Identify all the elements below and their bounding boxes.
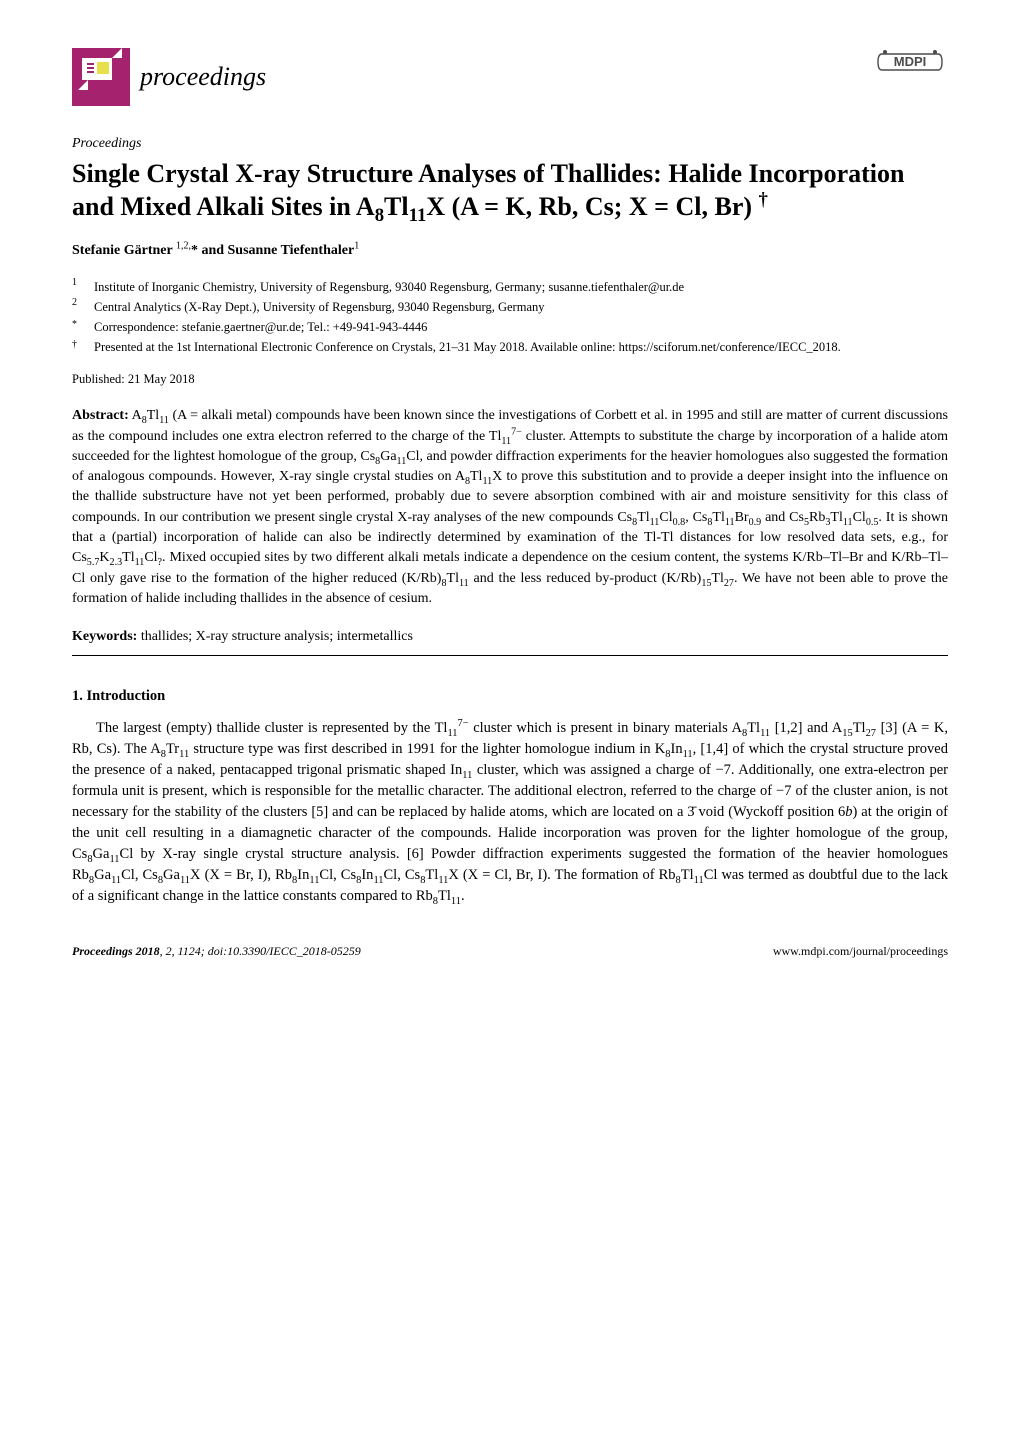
mdpi-text: MDPI [894,54,927,69]
author-list: Stefanie Gärtner 1,2,* and Susanne Tiefe… [72,241,948,261]
page-header: proceedings MDPI [72,48,948,106]
affil-text: Central Analytics (X-Ray Dept.), Univers… [94,298,948,316]
abstract-text: A8Tl11 (A = alkali metal) compounds have… [72,408,948,606]
abstract-block: Abstract: A8Tl11 (A = alkali metal) comp… [72,406,948,609]
keywords-label: Keywords: [72,629,137,644]
affiliation-row: * Correspondence: stefanie.gaertner@ur.d… [72,318,948,336]
body-paragraph: The largest (empty) thallide cluster is … [72,718,948,907]
affil-text: Institute of Inorganic Chemistry, Univer… [94,278,948,296]
proceedings-wordmark: proceedings [140,58,266,96]
affiliation-row: † Presented at the 1st International Ele… [72,338,948,356]
affiliation-row: 2 Central Analytics (X-Ray Dept.), Unive… [72,298,948,316]
footer-volpage: , 2, 1124; doi:10.3390/IECC_2018-05259 [160,944,361,958]
affil-marker: † [72,338,86,356]
footer-journal: Proceedings [72,944,133,958]
affil-text: Correspondence: stefanie.gaertner@ur.de;… [94,318,948,336]
article-title: Single Crystal X-ray Structure Analyses … [72,158,948,223]
affiliations-block: 1 Institute of Inorganic Chemistry, Univ… [72,278,948,357]
proceedings-logo-icon [72,48,130,106]
footer-year: 2018 [136,944,160,958]
divider-rule [72,655,948,656]
affil-marker: 2 [72,296,86,314]
keywords-block: Keywords: thallides; X-ray structure ana… [72,627,948,647]
article-type: Proceedings [72,134,948,154]
footer-url: www.mdpi.com/journal/proceedings [773,943,948,960]
affiliation-row: 1 Institute of Inorganic Chemistry, Univ… [72,278,948,296]
keywords-text: thallides; X-ray structure analysis; int… [141,629,413,644]
footer-citation: Proceedings 2018, 2, 1124; doi:10.3390/I… [72,943,361,960]
page-footer: Proceedings 2018, 2, 1124; doi:10.3390/I… [72,943,948,960]
affil-text: Presented at the 1st International Elect… [94,338,948,356]
affil-marker: * [72,318,86,336]
abstract-label: Abstract: [72,408,129,423]
affil-marker: 1 [72,276,86,294]
mdpi-logo: MDPI [874,48,948,95]
proceedings-logo-block: proceedings [72,48,266,106]
section-heading: 1. Introduction [72,686,948,707]
publication-date: Published: 21 May 2018 [72,370,948,388]
